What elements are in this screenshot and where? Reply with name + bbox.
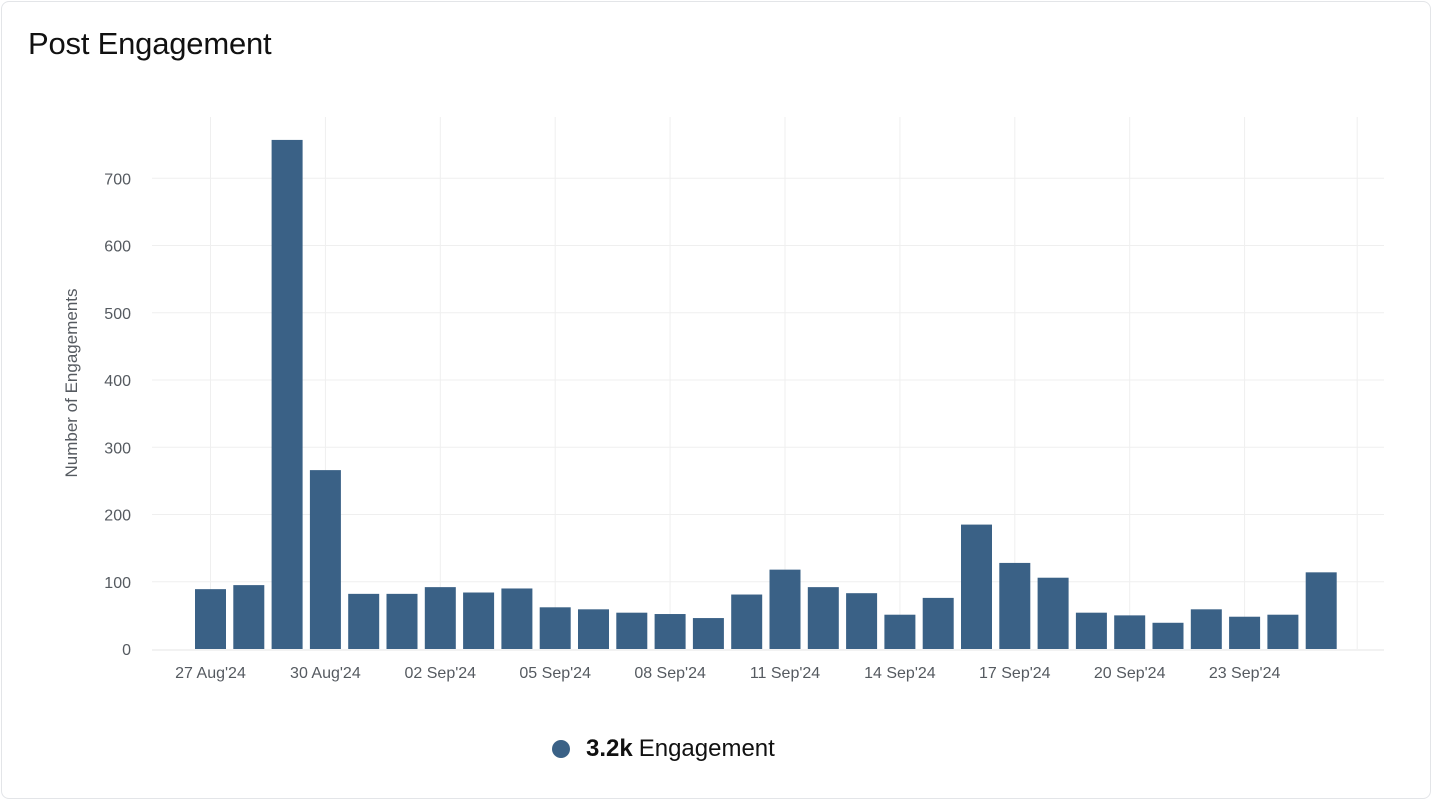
bar[interactable]: 15 Sep'24: 76 xyxy=(922,597,954,649)
x-tick-label: 23 Sep'24 xyxy=(1209,665,1281,682)
x-axis-ticks: 27 Aug'24 30 Aug'24 02 Sep'24 05 Sep'24 08 S… xyxy=(175,665,1280,682)
bars: 27 Aug'24: 8928 Aug'24: 9529 Aug'24: 757… xyxy=(195,139,1337,650)
legend-marker-icon xyxy=(552,740,570,758)
y-axis-ticks: 0 100 200 300 400 500 600 700 xyxy=(104,171,131,659)
legend-total: 3.2k xyxy=(586,735,633,762)
y-tick-label: 200 xyxy=(104,508,131,525)
bar[interactable]: 19 Sep'24: 54 xyxy=(1075,612,1107,649)
bar[interactable]: 25 Sep'24: 114 xyxy=(1305,572,1337,649)
bar[interactable]: 08 Sep'24: 52 xyxy=(654,614,686,649)
legend-label: Engagement xyxy=(638,735,775,762)
bar[interactable]: 23 Sep'24: 48 xyxy=(1229,616,1261,649)
y-tick-label: 600 xyxy=(104,239,131,256)
bar[interactable]: 20 Sep'24: 50 xyxy=(1114,615,1146,649)
bar[interactable]: 28 Aug'24: 95 xyxy=(233,585,265,649)
x-tick-label: 20 Sep'24 xyxy=(1094,665,1166,682)
bar[interactable]: 31 Aug'24: 82 xyxy=(348,593,380,649)
x-tick-label: 05 Sep'24 xyxy=(519,665,591,682)
y-axis-title: Number of Engagements xyxy=(62,289,81,478)
y-tick-label: 500 xyxy=(104,306,131,323)
bar[interactable]: 10 Sep'24: 81 xyxy=(731,594,763,649)
gridlines xyxy=(152,117,1384,651)
legend[interactable]: 3.2k Engagement xyxy=(552,735,775,763)
bar[interactable]: 09 Sep'24: 46 xyxy=(692,618,724,649)
bar[interactable]: 21 Sep'24: 39 xyxy=(1152,622,1184,649)
bar[interactable]: 02 Sep'24: 92 xyxy=(424,587,456,649)
bar[interactable]: 04 Sep'24: 90 xyxy=(501,588,533,649)
bar[interactable]: 16 Sep'24: 185 xyxy=(961,524,992,649)
y-tick-label: 100 xyxy=(104,575,131,592)
chart-title: Post Engagement xyxy=(28,26,272,61)
bar[interactable]: 12 Sep'24: 92 xyxy=(807,587,839,649)
bar[interactable]: 05 Sep'24: 62 xyxy=(539,607,571,649)
bar[interactable]: 07 Sep'24: 54 xyxy=(616,612,648,649)
bar[interactable]: 01 Sep'24: 82 xyxy=(386,593,418,649)
x-tick-label: 30 Aug'24 xyxy=(290,665,361,682)
bar[interactable]: 03 Sep'24: 84 xyxy=(463,592,495,649)
bar[interactable]: 29 Aug'24: 757 xyxy=(271,139,303,650)
x-tick-label: 08 Sep'24 xyxy=(634,665,706,682)
bar[interactable]: 14 Sep'24: 51 xyxy=(884,614,916,649)
x-tick-label: 14 Sep'24 xyxy=(864,665,936,682)
y-tick-label: 400 xyxy=(104,373,131,390)
bar[interactable]: 27 Aug'24: 89 xyxy=(195,589,226,649)
x-tick-label: 11 Sep'24 xyxy=(750,665,820,682)
bar[interactable]: 22 Sep'24: 59 xyxy=(1190,609,1222,649)
y-tick-label: 0 xyxy=(122,642,131,659)
x-tick-label: 17 Sep'24 xyxy=(979,665,1051,682)
bar[interactable]: 18 Sep'24: 106 xyxy=(1037,577,1069,649)
x-tick-label: 02 Sep'24 xyxy=(405,665,477,682)
y-tick-label: 700 xyxy=(104,171,131,188)
bar[interactable]: 24 Sep'24: 51 xyxy=(1267,614,1299,649)
bar[interactable]: 06 Sep'24: 59 xyxy=(578,609,609,649)
bar[interactable]: 30 Aug'24: 266 xyxy=(309,470,341,649)
x-tick-label: 27 Aug'24 xyxy=(175,665,246,682)
bar[interactable]: 13 Sep'24: 83 xyxy=(846,593,878,649)
bar[interactable]: 11 Sep'24: 118 xyxy=(769,569,801,649)
bar[interactable]: 17 Sep'24: 128 xyxy=(999,562,1031,649)
y-tick-label: 300 xyxy=(104,440,131,457)
